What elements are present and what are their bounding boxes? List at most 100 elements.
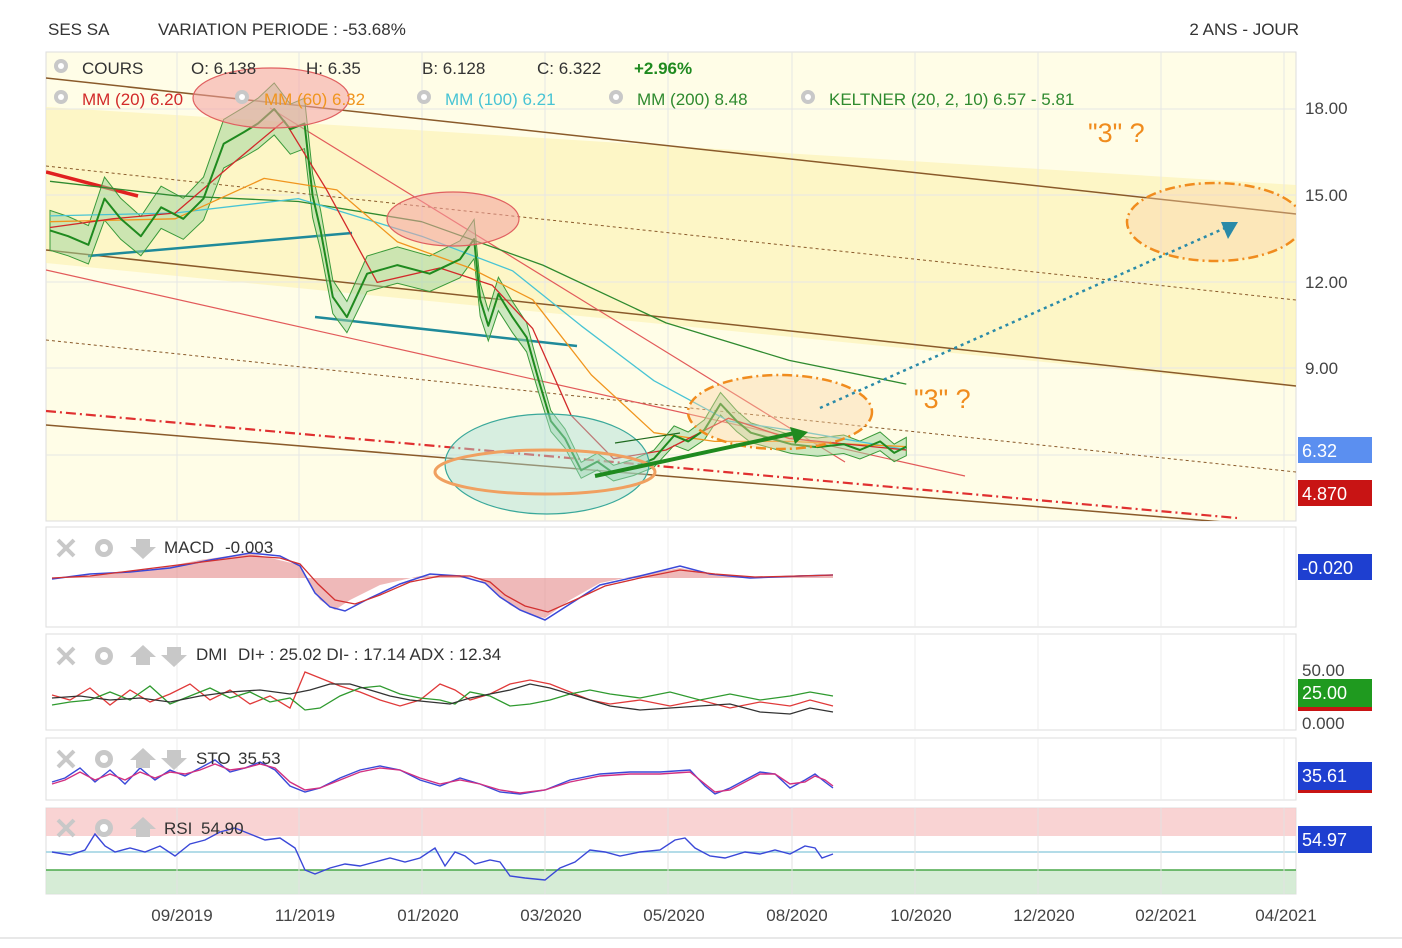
channel-line-bottom: [46, 424, 1221, 521]
sto-panel: STO 35.53 35.61: [45, 737, 1372, 801]
x-tick-label: 04/2021: [1255, 906, 1316, 925]
sto-badge-red-strip: [1298, 790, 1372, 793]
grid-horizontal: [46, 108, 1296, 456]
legend-keltner: KELTNER (20, 2, 10) 6.57 - 5.81: [829, 90, 1074, 109]
dmi-value: DI+ : 25.02 DI- : 17.14 ADX : 12.34: [238, 645, 501, 664]
x-tick-label: 09/2019: [151, 906, 212, 925]
channel-band: [46, 107, 1296, 387]
dmi-panel: DMI DI+ : 25.02 DI- : 17.14 ADX : 12.34 …: [45, 633, 1372, 733]
x-tick-label: 03/2020: [520, 906, 581, 925]
ticker: SES SA: [48, 20, 110, 39]
macd-histogram: [52, 553, 833, 618]
macd-signal-line: [51, 555, 834, 613]
sto-d-line: [51, 763, 834, 794]
macd-panel: MACD -0.003 -0.020: [45, 526, 1372, 628]
rsi-value: 54.90: [201, 819, 244, 838]
rsi-overbought-zone: [46, 808, 1296, 836]
legend-high: H: 6.35: [306, 59, 361, 78]
rsi-gear-icon[interactable]: [95, 819, 113, 837]
price-tick-9: 9.00: [1305, 359, 1338, 378]
macd-value: -0.003: [225, 538, 273, 557]
legend-close: C: 6.322: [537, 59, 601, 78]
sto-frame: [45, 737, 1297, 801]
top-ellipse-1: [192, 67, 350, 129]
rsi-label: RSI: [164, 819, 192, 838]
dmi-label: DMI: [196, 645, 227, 664]
red-short-trendline: [46, 170, 139, 198]
dmi-minus-line: [51, 685, 834, 711]
series-mm-60: [49, 177, 907, 448]
annotation-three-top: "3" ?: [1088, 118, 1145, 148]
dmi-badge-text: 25.00: [1302, 683, 1347, 703]
dmi-gear-icon[interactable]: [95, 647, 113, 665]
rsi-line: [51, 827, 834, 881]
sto-label: STO: [196, 749, 231, 768]
mm20-gear-icon[interactable]: [54, 90, 68, 104]
sto-grid: [176, 738, 1285, 800]
x-tick-label: 05/2020: [643, 906, 704, 925]
red-trendline-upper: [269, 107, 846, 463]
mm60-gear-icon[interactable]: [235, 90, 249, 104]
bottom-ellipse-orange: [433, 448, 657, 496]
dmi-adx-line: [51, 683, 834, 715]
legend-low: B: 6.128: [422, 59, 485, 78]
period-label: 2 ANS - JOUR: [1189, 20, 1299, 39]
macd-arrow-down-icon[interactable]: [130, 539, 156, 559]
target-ellipse-2: [1125, 181, 1296, 263]
rsi-badge-text: 54.97: [1302, 830, 1347, 850]
top-ellipse-2: [386, 191, 520, 247]
sto-gear-icon[interactable]: [95, 750, 113, 768]
sto-value: 35.53: [238, 749, 281, 768]
macd-badge-text: -0.020: [1302, 558, 1353, 578]
teal-support-2: [314, 315, 578, 348]
green-arrow: [594, 431, 796, 478]
legend-change: +2.96%: [634, 59, 692, 78]
rsi-badge: [1298, 826, 1372, 853]
legend-mm200: MM (200) 8.48: [637, 90, 748, 109]
support-text: 4.870: [1302, 484, 1347, 504]
thin-green-line: [614, 432, 681, 444]
dmi-tick-0: 0.000: [1302, 714, 1345, 733]
macd-gear-icon[interactable]: [95, 539, 113, 557]
legend-cours-gear-icon[interactable]: [54, 59, 68, 73]
sto-arrow-up-icon[interactable]: [130, 748, 156, 768]
sto-badge-text: 35.61: [1302, 766, 1347, 786]
dmi-badge-red-strip: [1298, 707, 1372, 711]
dmi-close-icon[interactable]: [56, 646, 76, 666]
mm100-gear-icon[interactable]: [417, 90, 431, 104]
teal-support-1: [87, 231, 353, 258]
rsi-close-icon[interactable]: [56, 818, 76, 838]
main-panel: SES SA VARIATION PERIODE : -53.68% 2 ANS…: [45, 20, 1372, 522]
rsi-panel: RSI 54.90 54.97: [45, 807, 1372, 895]
rsi-arrow-up-icon[interactable]: [130, 817, 156, 837]
macd-badge: [1298, 554, 1372, 580]
last-price-text: 6.32: [1302, 441, 1337, 461]
macd-close-icon[interactable]: [56, 538, 76, 558]
sto-close-icon[interactable]: [56, 749, 76, 769]
sto-badge: [1298, 762, 1372, 790]
grid-vertical: [176, 52, 1285, 521]
support-badge: [1298, 480, 1372, 506]
dmi-arrow-down-icon[interactable]: [161, 647, 187, 667]
target-arrow-head: [1221, 222, 1238, 239]
variation-label: VARIATION PERIODE : -53.68%: [158, 20, 406, 39]
legend-mm100: MM (100) 6.21: [445, 90, 556, 109]
dmi-arrow-up-icon[interactable]: [130, 645, 156, 665]
last-price-badge: [1298, 437, 1372, 463]
sto-arrow-down-icon[interactable]: [161, 750, 187, 770]
x-tick-label: 12/2020: [1013, 906, 1074, 925]
x-tick-label: 08/2020: [766, 906, 827, 925]
series-cours: [49, 108, 907, 475]
annotation-three-mid: "3" ?: [914, 384, 971, 414]
series-mm-100: [49, 197, 907, 451]
x-tick-label: 10/2020: [890, 906, 951, 925]
price-tick-12: 12.00: [1305, 273, 1348, 292]
keltner-gear-icon[interactable]: [801, 90, 815, 104]
mm200-gear-icon[interactable]: [609, 90, 623, 104]
legend-mm20: MM (20) 6.20: [82, 90, 183, 109]
bottom-ellipse-teal: [444, 413, 650, 515]
x-tick-label: 02/2021: [1135, 906, 1196, 925]
x-axis: 09/2019 11/2019 01/2020 03/2020 05/2020 …: [151, 906, 1316, 925]
macd-label: MACD: [164, 538, 214, 557]
